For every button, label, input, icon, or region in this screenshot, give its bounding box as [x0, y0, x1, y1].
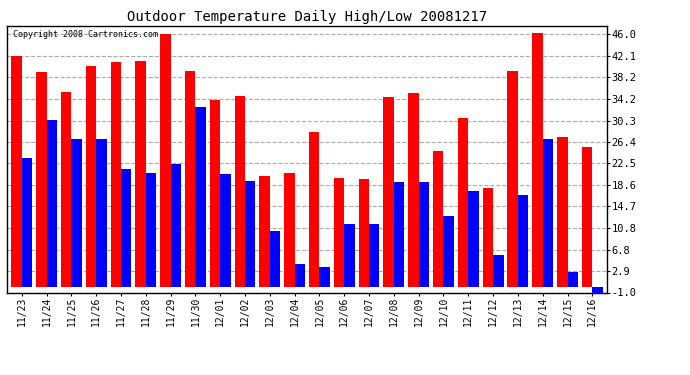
Bar [458, 118, 469, 287]
Bar [507, 71, 518, 287]
Bar [483, 188, 493, 287]
Bar [532, 33, 543, 287]
Bar [170, 164, 181, 287]
Bar [469, 192, 479, 287]
Bar [557, 136, 567, 287]
Bar [235, 96, 245, 287]
Bar [582, 147, 592, 287]
Bar [71, 139, 82, 287]
Bar [408, 93, 419, 287]
Bar [419, 182, 429, 287]
Bar [146, 173, 156, 287]
Bar [344, 224, 355, 287]
Bar [259, 176, 270, 287]
Bar [295, 264, 305, 287]
Bar [96, 140, 107, 287]
Bar [121, 169, 131, 287]
Bar [86, 66, 96, 287]
Bar [444, 216, 454, 287]
Bar [135, 61, 146, 287]
Bar [359, 179, 369, 287]
Bar [245, 180, 255, 287]
Bar [309, 132, 319, 287]
Bar [394, 182, 404, 287]
Bar [384, 96, 394, 287]
Bar [369, 224, 380, 287]
Bar [22, 158, 32, 287]
Bar [433, 151, 444, 287]
Bar [185, 71, 195, 287]
Bar [220, 174, 230, 287]
Bar [47, 120, 57, 287]
Bar [567, 272, 578, 287]
Bar [110, 62, 121, 287]
Bar [543, 139, 553, 287]
Bar [36, 72, 47, 287]
Bar [270, 231, 280, 287]
Bar [160, 34, 170, 287]
Bar [61, 92, 71, 287]
Bar [284, 173, 295, 287]
Bar [195, 107, 206, 287]
Bar [334, 178, 344, 287]
Bar [210, 100, 220, 287]
Bar [11, 56, 22, 287]
Bar [319, 267, 330, 287]
Title: Outdoor Temperature Daily High/Low 20081217: Outdoor Temperature Daily High/Low 20081… [127, 10, 487, 24]
Bar [493, 255, 504, 287]
Bar [518, 195, 529, 287]
Bar [592, 287, 603, 295]
Text: Copyright 2008 Cartronics.com: Copyright 2008 Cartronics.com [13, 30, 158, 39]
